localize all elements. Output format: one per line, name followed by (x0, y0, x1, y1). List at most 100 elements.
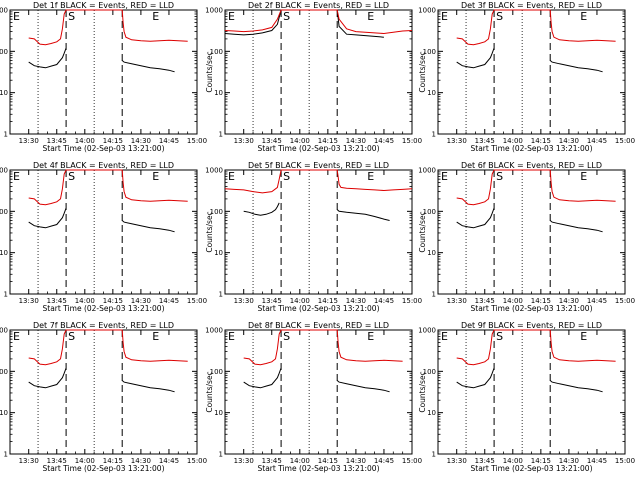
interval-marker-label: E (228, 330, 235, 343)
series-line-events (243, 202, 280, 216)
series-line-events (121, 60, 175, 73)
y-axis-label: Counts/sec (418, 371, 427, 412)
chart-panel-6: Det 6f BLACK = Events, RED = LLD 1 10 100 10… (418, 161, 635, 313)
y-tick-label: 100 (210, 48, 223, 56)
series-line-lld (456, 169, 616, 206)
series-line-events (28, 207, 67, 229)
y-tick-label: 1 (432, 451, 436, 459)
interval-marker-label: S (68, 10, 75, 23)
interval-marker-label: E (13, 170, 20, 183)
y-tick-label: 100 (0, 368, 8, 376)
x-axis-label: Start Time (02-Sep-03 13:21:00) (258, 304, 380, 313)
interval-marker-label: S (496, 170, 503, 183)
x-axis-label: Start Time (02-Sep-03 13:21:00) (471, 144, 593, 153)
interval-marker-label: E (580, 10, 587, 23)
x-tick-label: 13:45 (47, 297, 67, 305)
y-tick-label: 100 (0, 48, 8, 56)
interval-marker-label: E (580, 170, 587, 183)
y-tick-label: 10 (427, 89, 436, 97)
series-line-events (121, 220, 175, 233)
x-tick-label: 15:00 (187, 297, 207, 305)
x-tick-label: 13:30 (19, 297, 39, 305)
x-tick-label: 14:15 (531, 137, 551, 145)
x-tick-label: 15:00 (402, 457, 422, 465)
x-tick-label: 14:30 (346, 297, 366, 305)
series-line-events (336, 209, 390, 221)
x-tick-label: 13:45 (475, 137, 495, 145)
y-tick-label: 1 (219, 291, 223, 299)
series-line-events (456, 47, 495, 69)
y-tick-label: 1000 (205, 327, 223, 335)
y-tick-label: 1000 (418, 327, 436, 335)
y-tick-label: 1000 (418, 167, 436, 175)
x-tick-label: 14:30 (131, 297, 151, 305)
y-tick-label: 100 (423, 208, 436, 216)
y-tick-label: 10 (427, 249, 436, 257)
y-tick-label: 100 (423, 368, 436, 376)
chart-panel-8: Det 8f BLACK = Events, RED = LLD 1 10 100 10… (205, 321, 422, 473)
x-tick-label: 13:45 (475, 297, 495, 305)
chart-title: Det 1f BLACK = Events, RED = LLD (33, 1, 174, 10)
x-axis-label: Start Time (02-Sep-03 13:21:00) (258, 464, 380, 473)
x-tick-label: 14:15 (318, 297, 338, 305)
chart-title: Det 8f BLACK = Events, RED = LLD (248, 321, 389, 330)
x-tick-label: 14:00 (503, 297, 523, 305)
series-line-events (456, 367, 495, 389)
x-tick-label: 14:30 (131, 137, 151, 145)
y-tick-label: 10 (0, 89, 8, 97)
series-line-lld (28, 329, 188, 366)
x-tick-label: 14:00 (290, 137, 310, 145)
y-tick-label: 10 (214, 89, 223, 97)
x-tick-label: 14:45 (159, 137, 179, 145)
x-tick-label: 14:15 (318, 457, 338, 465)
series-line-events (28, 47, 67, 69)
x-tick-label: 14:15 (103, 297, 123, 305)
x-tick-label: 13:30 (19, 137, 39, 145)
series-line-events (336, 380, 390, 393)
interval-marker-label: S (68, 170, 75, 183)
x-tick-label: 14:45 (374, 457, 394, 465)
x-tick-label: 14:45 (587, 137, 607, 145)
y-tick-label: 100 (0, 208, 8, 216)
x-tick-label: 15:00 (615, 457, 635, 465)
interval-marker-label: E (152, 330, 159, 343)
y-tick-label: 1000 (205, 7, 223, 15)
y-tick-label: 10 (0, 409, 8, 417)
interval-marker-label: E (441, 10, 448, 23)
x-axis-label: Start Time (02-Sep-03 13:21:00) (258, 144, 380, 153)
chart-title: Det 7f BLACK = Events, RED = LLD (33, 321, 174, 330)
y-axis-label: Counts/sec (205, 371, 214, 412)
x-tick-label: 14:00 (503, 457, 523, 465)
chart-panel-3: Det 3f BLACK = Events, RED = LLD 1 10 100 10… (418, 1, 635, 153)
x-tick-label: 13:30 (447, 297, 467, 305)
chart-panel-9: Det 9f BLACK = Events, RED = LLD 1 10 100 10… (418, 321, 635, 473)
x-tick-label: 13:45 (262, 297, 282, 305)
series-line-lld (224, 169, 413, 194)
x-axis-label: Start Time (02-Sep-03 13:21:00) (43, 144, 165, 153)
x-tick-label: 14:30 (346, 137, 366, 145)
y-tick-label: 10 (0, 249, 8, 257)
x-tick-label: 14:30 (559, 297, 579, 305)
chart-panel-2: Det 2f BLACK = Events, RED = LLD 1 10 100 10… (205, 1, 422, 153)
x-tick-label: 14:15 (103, 137, 123, 145)
x-axis-label: Start Time (02-Sep-03 13:21:00) (471, 304, 593, 313)
x-tick-label: 14:30 (559, 457, 579, 465)
y-axis-label: Counts/sec (418, 51, 427, 92)
interval-marker-label: S (283, 10, 290, 23)
x-tick-label: 14:00 (75, 297, 95, 305)
x-tick-label: 15:00 (615, 137, 635, 145)
series-line-events (549, 60, 603, 73)
x-tick-label: 14:30 (131, 457, 151, 465)
y-tick-label: 1000 (0, 327, 8, 335)
x-tick-label: 14:45 (587, 457, 607, 465)
x-tick-label: 14:00 (290, 297, 310, 305)
y-axis-label: Counts/sec (418, 211, 427, 252)
x-tick-label: 14:45 (587, 297, 607, 305)
interval-marker-label: E (367, 330, 374, 343)
y-tick-label: 1 (4, 131, 8, 139)
x-tick-label: 15:00 (402, 137, 422, 145)
y-tick-label: 1 (219, 451, 223, 459)
chart-title: Det 3f BLACK = Events, RED = LLD (461, 1, 602, 10)
chart-title: Det 4f BLACK = Events, RED = LLD (33, 161, 174, 170)
y-tick-label: 1 (219, 131, 223, 139)
